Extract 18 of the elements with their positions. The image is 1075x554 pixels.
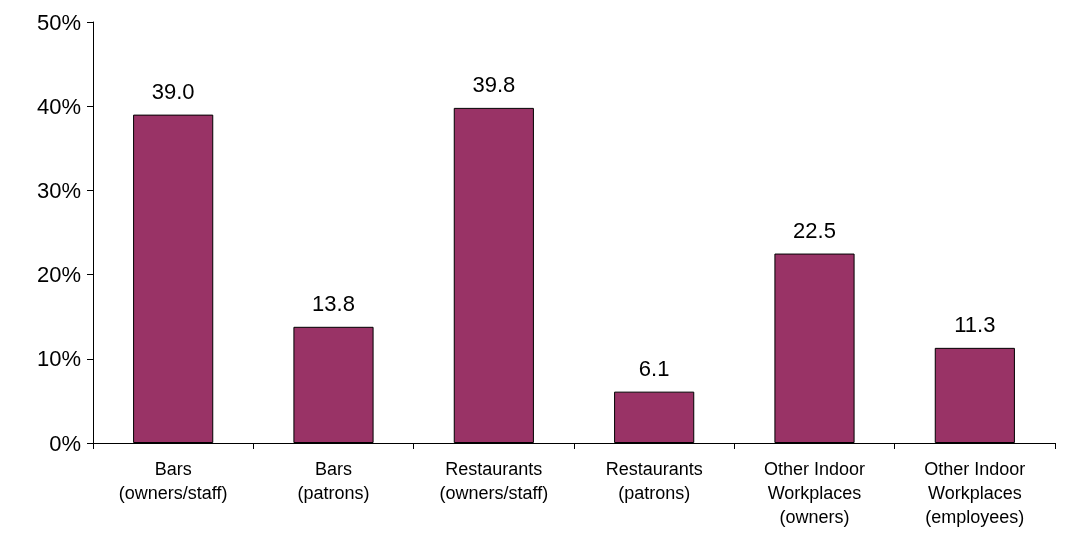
x-tick-label: Restaurants (owners/staff)	[439, 459, 549, 503]
data-label: 22.5	[793, 218, 836, 244]
y-tick-label: 50%	[36, 9, 81, 35]
x-tick-label: Restaurants (patrons)	[605, 459, 703, 503]
x-tick-label: Other Indoor Workplaces (owners)	[763, 459, 866, 527]
y-tick-label: 30%	[36, 177, 81, 203]
data-label: 13.8	[312, 291, 355, 317]
x-tick-label: Bars (patrons)	[297, 459, 370, 503]
y-tick-label: 40%	[36, 93, 81, 119]
x-tick-label: Bars (owners/staff)	[118, 459, 228, 503]
data-label: 39.8	[472, 72, 516, 98]
data-label: 6.1	[638, 356, 670, 382]
x-tick-label: Other Indoor Workplaces (employees)	[924, 459, 1026, 527]
y-tick-label: 10%	[36, 346, 81, 372]
y-tick-label: 20%	[36, 262, 81, 288]
data-label: 39.0	[151, 79, 195, 105]
data-label: 11.3	[954, 312, 996, 338]
y-tick-label: 0%	[49, 430, 81, 456]
